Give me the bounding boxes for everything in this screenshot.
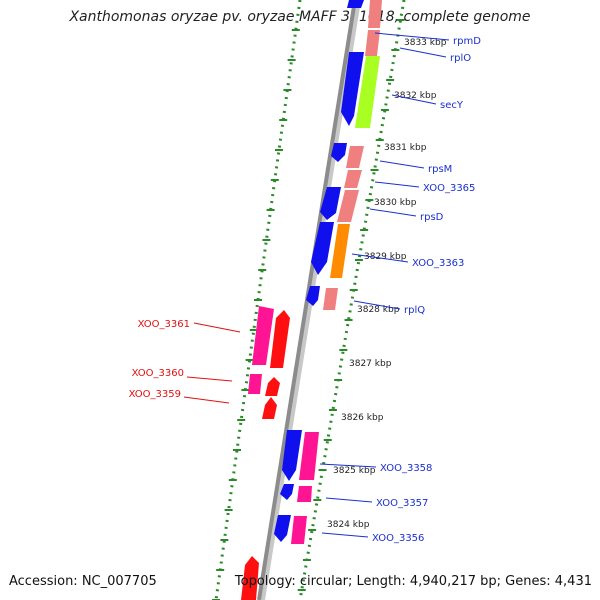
topology-text: Topology: circular; Length: 4,940,217 bp… [234, 574, 592, 589]
gene-blue-2[interactable] [331, 143, 347, 162]
gene-label-right[interactable]: rpmD [453, 36, 481, 47]
gene-label-right[interactable]: rpsM [428, 164, 452, 175]
gene-XOO_3363[interactable] [330, 224, 350, 278]
ruler-ticks [212, 19, 405, 600]
gene-label-right[interactable]: rplO [450, 53, 471, 64]
ruler-label: 3832 kbp [394, 91, 437, 101]
label-connectors [183, 32, 450, 538]
label-connector [186, 376, 233, 382]
gene-label-left[interactable]: XOO_3360 [132, 368, 184, 379]
gene-XOO_3365[interactable] [344, 170, 362, 188]
gene-XOO_3359[interactable] [262, 397, 277, 419]
label-connector [319, 463, 377, 468]
gene-label-right[interactable]: XOO_3358 [380, 463, 432, 474]
gene-label-right[interactable]: secY [440, 100, 464, 111]
gene-rpsM[interactable] [346, 146, 364, 168]
ruler-labels: 3833 kbp 3832 kbp 3831 kbp 3830 kbp 3829 kbp… [327, 38, 447, 530]
label-connector [374, 181, 420, 188]
gene-label-left[interactable]: XOO_3359 [129, 389, 181, 400]
label-connector [321, 532, 369, 538]
gene-XOO_3356-a[interactable] [274, 515, 291, 542]
gene-blue-3[interactable] [320, 187, 341, 220]
ruler-label: 3826 kbp [341, 413, 384, 423]
gene-label-right[interactable]: XOO_3363 [412, 258, 464, 269]
gene-label-right[interactable]: XOO_3365 [423, 183, 475, 194]
label-connector [379, 160, 425, 169]
gene-blue-4[interactable] [311, 222, 334, 275]
label-connector [183, 396, 230, 404]
gene-XOO_3356-b[interactable] [291, 516, 307, 544]
label-connector [325, 497, 373, 503]
ruler-label: 3833 kbp [404, 38, 447, 48]
label-connector [193, 322, 241, 333]
gene-rpsD[interactable] [337, 190, 359, 222]
ruler-label: 3824 kbp [327, 520, 370, 530]
gene-labels: rpmD rplO secY rpsM XOO_3365 rpsD XOO_3363 rplQ… [129, 36, 482, 544]
gene-rplQ[interactable] [323, 288, 338, 310]
gene-secY[interactable] [355, 56, 380, 128]
gene-label-left[interactable]: XOO_3361 [138, 319, 190, 330]
label-connector [374, 32, 450, 41]
label-connector [391, 94, 437, 105]
gene-XOO_3361-b[interactable] [270, 310, 290, 368]
gene-label-right[interactable]: XOO_3356 [372, 533, 424, 544]
gene-blue-5[interactable] [306, 286, 320, 306]
ruler-label: 3830 kbp [374, 198, 417, 208]
accession-text: Accession: NC_007705 [9, 574, 157, 589]
label-connector [369, 208, 417, 217]
ruler-label: 3828 kbp [357, 305, 400, 315]
gene-label-right[interactable]: XOO_3357 [376, 498, 428, 509]
gene-XOO_3358-b[interactable] [299, 432, 319, 480]
gene-blue-1[interactable] [341, 52, 364, 126]
gene-rplO-top[interactable] [365, 30, 380, 56]
gene-label-right[interactable]: rpsD [420, 212, 444, 223]
gene-bottom-red[interactable] [241, 556, 259, 600]
ruler-label: 3831 kbp [384, 143, 427, 153]
gene-rpmD-top[interactable] [347, 0, 364, 8]
label-connector [353, 300, 401, 310]
ruler-label: 3829 kbp [364, 252, 407, 262]
gene-XOO_3357-a[interactable] [280, 484, 294, 500]
gene-rpmD[interactable] [368, 0, 382, 28]
genome-title: Xanthomonas oryzae pv. oryzae MAFF 31101… [69, 9, 531, 25]
gene-XOO_3360-b[interactable] [265, 377, 280, 396]
gene-XOO_3357-b[interactable] [297, 486, 312, 502]
gene-XOO_3358-a[interactable] [282, 430, 302, 481]
gene-label-right[interactable]: rplQ [404, 305, 425, 316]
ruler-label: 3825 kbp [333, 466, 376, 476]
label-connector [351, 253, 409, 263]
gene-features [241, 0, 382, 600]
ruler-label: 3827 kbp [349, 359, 392, 369]
label-connector [399, 47, 447, 58]
gene-XOO_3361-a[interactable] [252, 306, 274, 365]
gene-XOO_3360-a[interactable] [248, 374, 262, 394]
